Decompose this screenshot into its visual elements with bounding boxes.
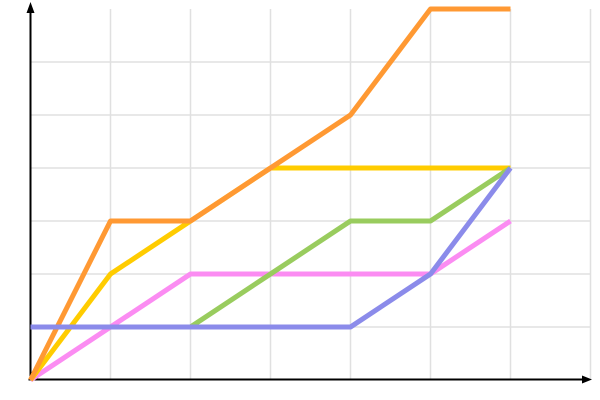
y-axis-arrow-icon (26, 2, 35, 13)
series-orange-line (28, 6, 511, 382)
axes (26, 2, 592, 384)
series-blue-line (30, 166, 513, 330)
data-series (28, 6, 513, 383)
x-axis-arrow-icon (582, 375, 592, 384)
